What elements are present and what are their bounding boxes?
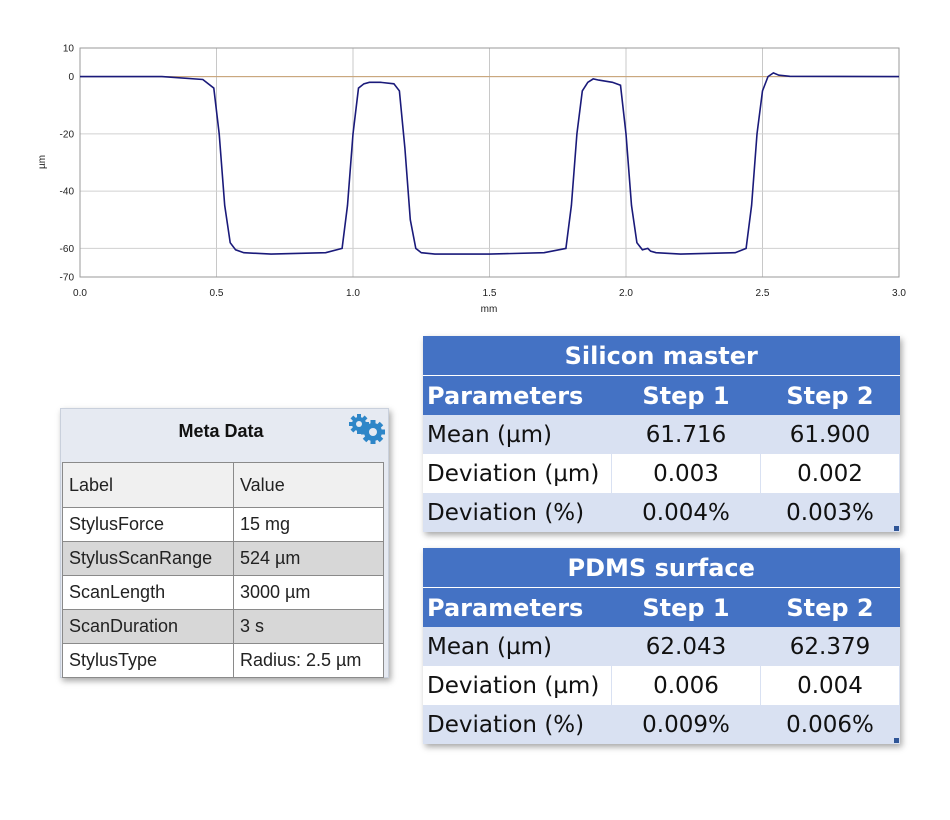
plot-frame (79, 47, 900, 278)
step-1-cell: 0.006 (611, 666, 761, 705)
profile-chart: 0.0 0.5 1.0 1.5 2.0 2.5 3.0 10 0 -20 -40 -60 -70 mm… (37, 44, 906, 316)
y-tick-label: 10 (63, 44, 75, 55)
table-row[interactable]: StylusScanRange 524 µm (62, 541, 384, 576)
parameter-cell: Deviation (µm) (423, 454, 612, 493)
step-1-cell: 0.009% (611, 705, 761, 744)
parameter-cell: Deviation (µm) (423, 666, 612, 705)
header-parameters: Parameters (423, 375, 612, 415)
x-axis-label: mm (481, 304, 498, 315)
meta-value-cell: Radius: 2.5 µm (233, 643, 384, 678)
table-row: Mean (µm) 62.043 62.379 (423, 627, 900, 666)
header-step-1: Step 1 (611, 375, 761, 415)
y-tick-label: -60 (60, 244, 75, 255)
x-tick-label: 0.5 (210, 288, 224, 299)
meta-label-cell: StylusScanRange (62, 541, 234, 576)
step-2-cell: 61.900 (760, 415, 900, 454)
table-title: PDMS surface (423, 548, 900, 588)
y-tick-label: -40 (60, 187, 75, 198)
y-tick-label: 0 (68, 72, 74, 83)
header-parameters: Parameters (423, 587, 612, 627)
table-row[interactable]: ScanLength 3000 µm (62, 575, 384, 610)
x-tick-label: 3.0 (892, 288, 906, 299)
step-2-cell: 0.002 (760, 454, 900, 493)
header-step-2: Step 2 (760, 375, 900, 415)
meta-data-title: Meta Data (178, 421, 264, 441)
parameter-cell: Deviation (%) (423, 705, 612, 744)
step-1-cell: 0.004% (611, 493, 761, 532)
table-row[interactable]: StylusType Radius: 2.5 µm (62, 643, 384, 678)
table-row[interactable]: ScanDuration 3 s (62, 609, 384, 644)
meta-value-cell: 3000 µm (233, 575, 384, 610)
step-1-cell: 0.003 (611, 454, 761, 493)
header-step-1: Step 1 (611, 587, 761, 627)
x-tick-label: 1.5 (483, 288, 497, 299)
x-tick-labels: 0.0 0.5 1.0 1.5 2.0 2.5 3.0 (73, 288, 906, 299)
meta-header-label: Label (62, 462, 234, 508)
meta-value-cell: 524 µm (233, 541, 384, 576)
table-row: Deviation (µm) 0.003 0.002 (423, 454, 900, 493)
header-step-2: Step 2 (760, 587, 900, 627)
table-row: Deviation (µm) 0.006 0.004 (423, 666, 900, 705)
step-2-cell: 0.004 (760, 666, 900, 705)
step-2-cell: 0.003% (760, 493, 900, 532)
parameter-cell: Deviation (%) (423, 493, 612, 532)
table-row: Deviation (%) 0.004% 0.003% (423, 493, 900, 532)
table-row: Deviation (%) 0.009% 0.006% (423, 705, 900, 744)
meta-label-cell: ScanLength (62, 575, 234, 610)
x-tick-label: 2.5 (756, 288, 770, 299)
meta-value-cell: 15 mg (233, 507, 384, 542)
step-2-cell: 62.379 (760, 627, 900, 666)
meta-value-cell: 3 s (233, 609, 384, 644)
table-header-row: Parameters Step 1 Step 2 (423, 587, 900, 627)
x-tick-label: 1.0 (346, 288, 360, 299)
meta-data-table: Label Value StylusForce 15 mg StylusScan… (62, 462, 384, 678)
table-title: Silicon master (423, 336, 900, 376)
table-row[interactable]: StylusForce 15 mg (62, 507, 384, 542)
y-tick-label: -20 (60, 129, 75, 140)
resize-handle-icon[interactable] (894, 738, 899, 743)
gear-icon[interactable] (347, 412, 387, 446)
profile-trace (80, 71, 900, 255)
meta-label-cell: StylusForce (62, 507, 234, 542)
y-axis-label: µm (37, 155, 48, 169)
meta-header-row: Label Value (62, 462, 384, 508)
grid-lines (79, 48, 900, 277)
step-1-cell: 61.716 (611, 415, 761, 454)
meta-label-cell: ScanDuration (62, 609, 234, 644)
pdms-surface-table: PDMS surface Parameters Step 1 Step 2 Me… (423, 548, 900, 744)
y-tick-label: -70 (60, 273, 75, 284)
table-header-row: Parameters Step 1 Step 2 (423, 375, 900, 415)
step-1-cell: 62.043 (611, 627, 761, 666)
x-tick-label: 2.0 (619, 288, 633, 299)
step-2-cell: 0.006% (760, 705, 900, 744)
y-tick-labels: 10 0 -20 -40 -60 -70 (60, 44, 75, 284)
silicon-master-table: Silicon master Parameters Step 1 Step 2 … (423, 336, 900, 532)
parameter-cell: Mean (µm) (423, 415, 612, 454)
meta-label-cell: StylusType (62, 643, 234, 678)
resize-handle-icon[interactable] (894, 526, 899, 531)
parameter-cell: Mean (µm) (423, 627, 612, 666)
meta-header-value: Value (233, 462, 384, 508)
table-row: Mean (µm) 61.716 61.900 (423, 415, 900, 454)
x-tick-label: 0.0 (73, 288, 87, 299)
